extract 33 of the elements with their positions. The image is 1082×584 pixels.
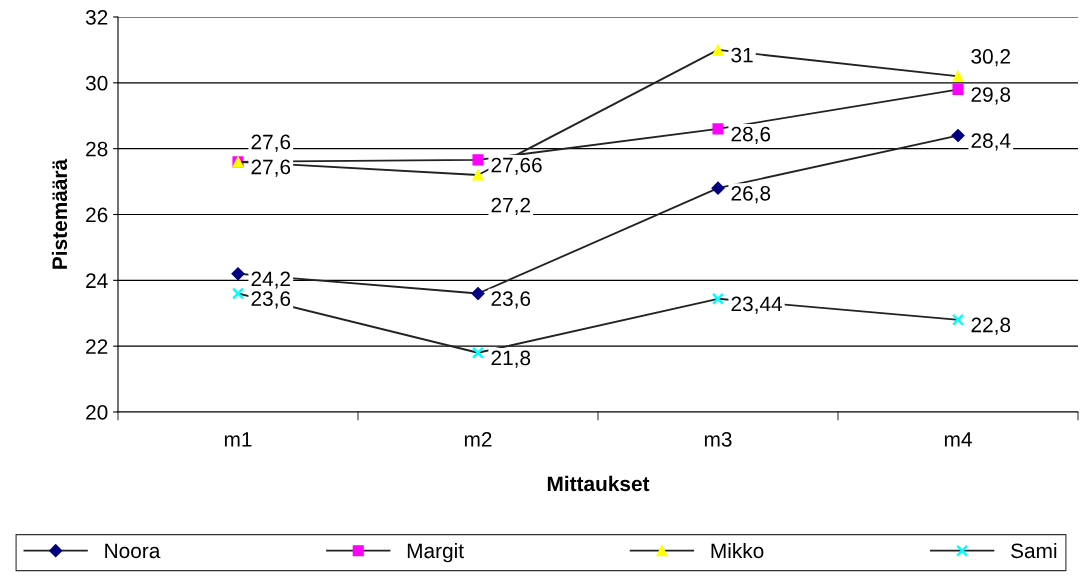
- y-tick-label: 20: [86, 405, 108, 420]
- legend-label: Noora: [105, 543, 161, 559]
- data-label: 23,6: [251, 291, 291, 309]
- data-label: 23,44: [731, 296, 783, 314]
- x-axis-title: Mittaukset: [547, 475, 650, 492]
- data-label: 21,8: [491, 350, 531, 368]
- y-tick-label: 22: [86, 339, 108, 354]
- y-tick-label: 32: [85, 10, 108, 25]
- data-label: 26,8: [731, 185, 771, 204]
- y-tick-label: 30: [85, 75, 108, 91]
- data-label: 22,8: [971, 317, 1011, 335]
- data-label: 24,2: [251, 271, 290, 289]
- data-label: 27,6: [251, 159, 291, 177]
- data-label: 28,6: [731, 126, 771, 144]
- data-label: 27,2: [491, 197, 530, 215]
- data-label: 31: [731, 47, 753, 63]
- data-label: 28,4: [971, 133, 1011, 151]
- x-tick-label: m2: [464, 431, 492, 447]
- data-label: 23,6: [491, 291, 531, 309]
- x-tick-label: m3: [704, 431, 732, 447]
- x-tick-label: m4: [944, 432, 972, 447]
- data-label: 27,6: [251, 134, 291, 152]
- legend-label: Sami: [1011, 542, 1057, 559]
- y-tick-label: 24: [86, 273, 108, 288]
- data-label: 29,8: [971, 87, 1011, 105]
- y-tick-label: 26: [86, 207, 108, 223]
- legend-label: Mikko: [711, 542, 764, 559]
- data-label: 27,66: [491, 157, 542, 175]
- data-label: 30,2: [971, 49, 1010, 67]
- y-tick-label: 28: [86, 141, 108, 157]
- legend-label: Margit: [407, 542, 464, 563]
- y-axis-title: Pistemäärä: [51, 158, 68, 269]
- x-tick-label: m1: [224, 432, 252, 447]
